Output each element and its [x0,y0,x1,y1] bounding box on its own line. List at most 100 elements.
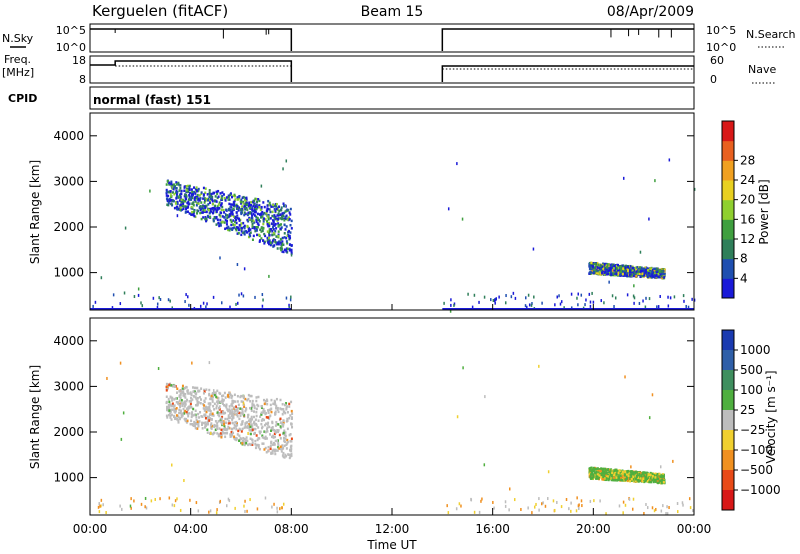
near-range-echo [692,509,694,513]
echo-cell [276,206,279,209]
echo-cell [241,427,244,431]
near-range-echo [633,296,636,300]
echo-cell [279,425,282,428]
echo-cell [210,426,213,429]
echo-cell [221,394,224,398]
echo-cell [176,205,179,209]
colorbar-segment [722,219,734,240]
near-range-echo [685,304,687,308]
echo-cell [208,208,211,212]
echo-cell [230,414,233,418]
echo-cell [264,430,267,434]
echo-cell [189,404,192,408]
echo-cell [191,398,194,401]
echo-cell [218,411,221,415]
echo-cell [283,248,286,251]
echo-cell [218,408,221,411]
echo-cell [630,473,633,477]
echo-cell [608,266,611,270]
echo-cell [187,190,190,194]
isolated-echo [285,159,288,163]
echo-cell [274,222,277,226]
near-range-echo [100,504,102,508]
echo-cell [247,397,250,401]
echo-cell [167,203,170,207]
echo-cell [192,414,195,417]
echo-cell [240,423,243,426]
echo-cell [269,210,272,214]
echo-cell [596,261,599,265]
echo-cell [600,476,603,479]
echo-cell [239,395,242,399]
echo-cell [168,197,171,201]
echo-cell [184,396,187,399]
near-range-echo [221,301,223,305]
echo-cell [257,198,260,201]
echo-cell [168,199,171,203]
echo-cell [235,420,238,424]
echo-cell [653,268,656,272]
near-range-echo [622,511,624,515]
near-range-echo [189,498,191,502]
echo-cell [231,411,234,415]
near-range-echo [626,293,629,297]
echo-cell [240,437,243,441]
echo-cell [645,474,648,477]
echo-cell [278,433,281,437]
echo-cell [251,438,254,441]
echo-cell [227,225,230,229]
echo-cell [260,422,263,426]
time-tick-label: 08:00 [274,522,309,536]
echo-cell [606,270,609,273]
echo-cell [265,451,268,454]
echo-cell [626,269,629,272]
echo-cell [261,442,264,445]
echo-cell [179,195,182,199]
echo-cell [617,271,620,275]
near-range-echo [288,306,290,310]
echo-cell [242,221,245,225]
echo-cell [191,212,194,216]
echo-cell [278,223,281,227]
echo-cell [200,217,203,221]
near-range-echo [508,508,510,512]
echo-cell [176,200,179,204]
echo-cell [256,438,259,442]
echo-cell [173,206,176,210]
echo-cell [236,216,239,220]
echo-cell [180,200,183,204]
echo-cell [251,216,254,220]
echo-cell [646,477,649,481]
isolated-echo [484,395,486,399]
echo-cell [663,276,666,279]
echo-cell [195,422,198,426]
echo-cell [211,395,214,399]
echo-cell [271,210,274,214]
colorbar-tick-label: 25 [740,403,755,417]
echo-cell [256,217,259,220]
echo-cell [644,269,647,272]
echo-cell [273,214,276,217]
echo-cell [206,422,209,426]
echo-cell [192,204,195,207]
echo-cell [641,479,644,483]
echo-cell [234,409,237,413]
echo-cell [272,436,275,439]
near-range-echo [158,296,160,300]
echo-cell [253,427,256,431]
echo-cell [193,186,196,189]
echo-cell [219,432,222,435]
near-range-echo [209,509,212,513]
echo-cell [590,473,593,476]
echo-cell [211,432,214,436]
echo-cell [289,207,292,211]
near-range-echo [577,292,579,296]
echo-cell [249,420,252,424]
near-range-echo [520,507,522,511]
echo-cell [235,438,238,442]
echo-cell [642,476,645,479]
echo-cell [254,427,257,431]
echo-cell [231,228,234,232]
echo-cell [235,221,238,225]
